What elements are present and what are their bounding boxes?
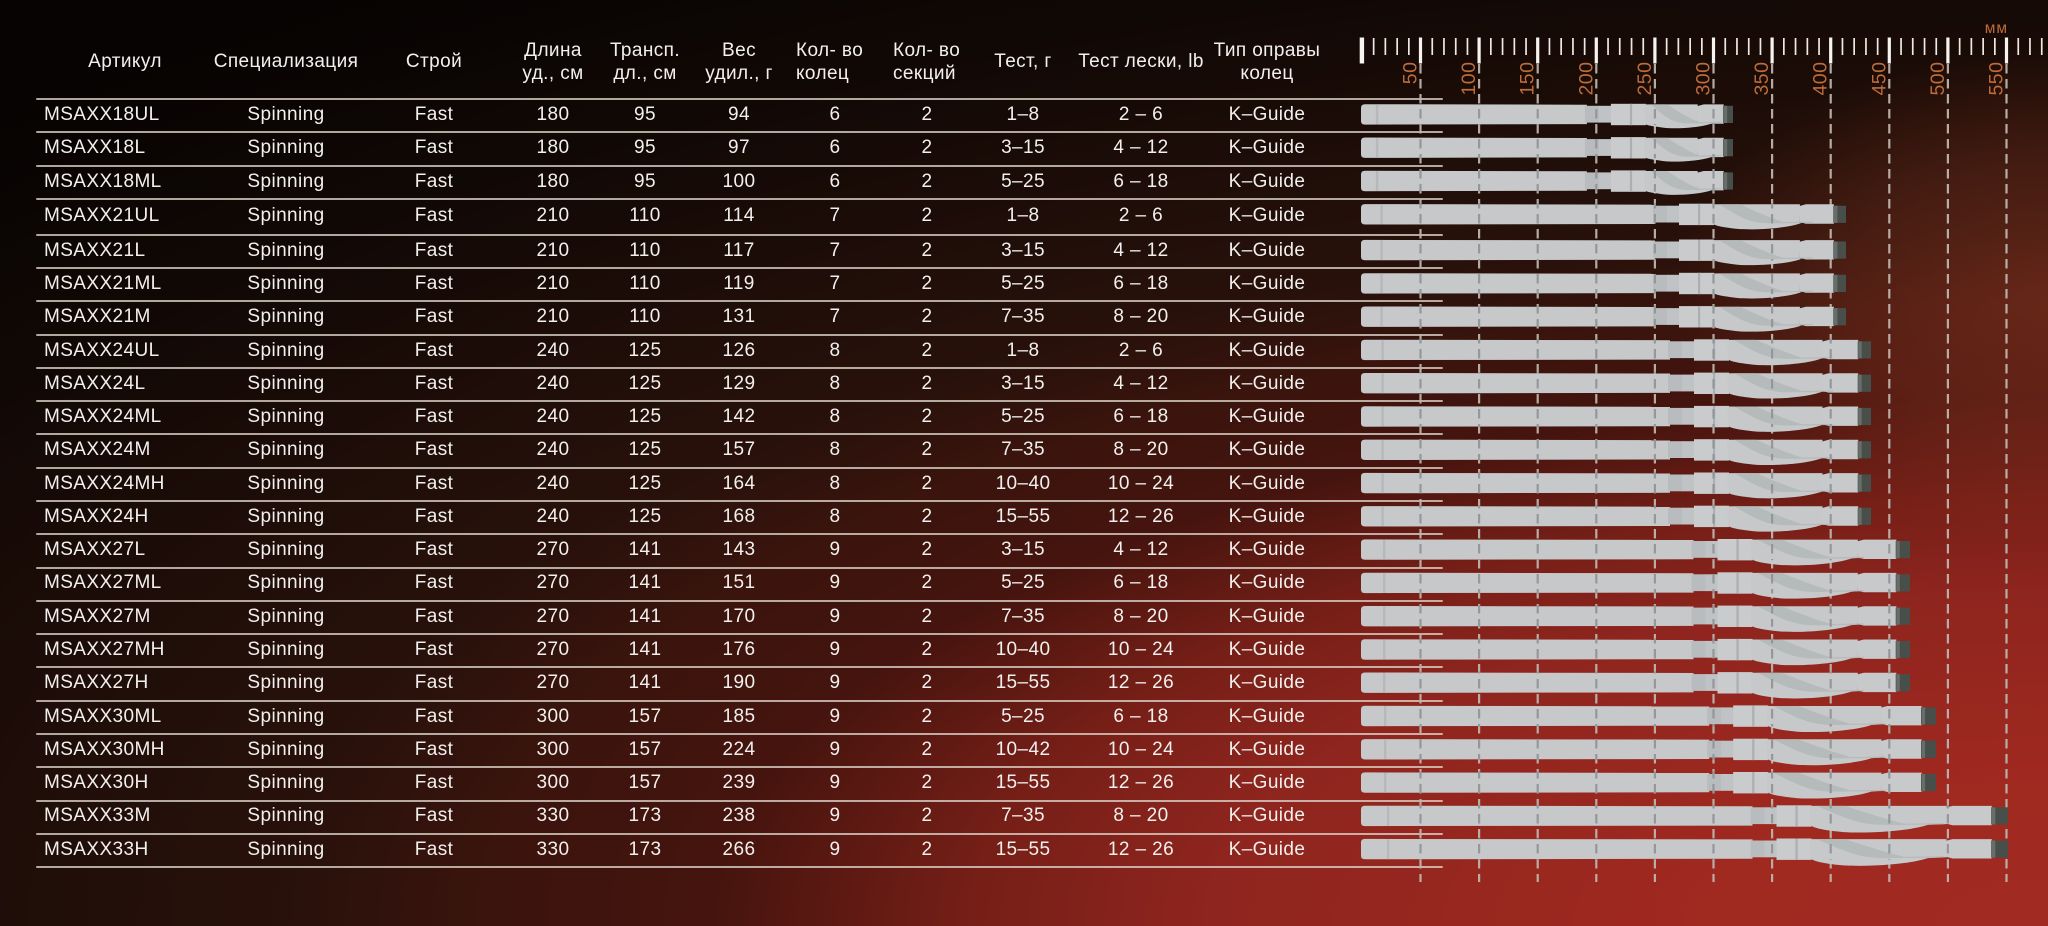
svg-text:450: 450 bbox=[1868, 62, 1890, 96]
svg-text:500: 500 bbox=[1927, 62, 1949, 96]
svg-text:150: 150 bbox=[1517, 62, 1539, 96]
svg-text:350: 350 bbox=[1751, 62, 1773, 96]
svg-text:200: 200 bbox=[1575, 62, 1597, 96]
svg-text:100: 100 bbox=[1458, 62, 1480, 96]
svg-text:50: 50 bbox=[1400, 62, 1422, 85]
svg-text:300: 300 bbox=[1693, 62, 1715, 96]
svg-text:400: 400 bbox=[1810, 62, 1832, 96]
svg-text:550: 550 bbox=[1986, 62, 2008, 96]
svg-text:мм: мм bbox=[1985, 20, 2008, 37]
svg-text:250: 250 bbox=[1634, 62, 1656, 96]
